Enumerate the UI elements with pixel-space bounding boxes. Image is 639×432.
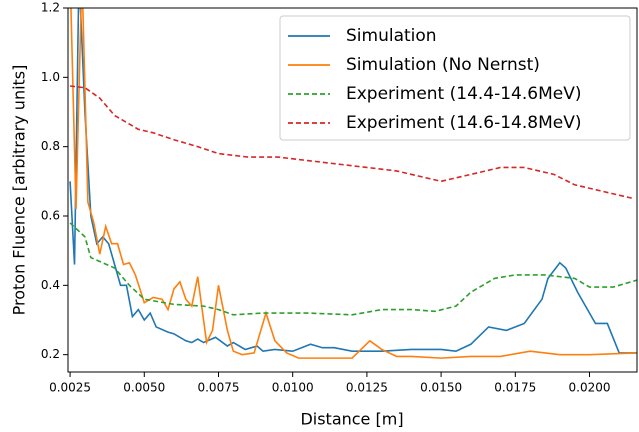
series-line: [69, 8, 637, 354]
series-line: [70, 8, 637, 359]
legend-label: Experiment (14.6-14.8MeV): [346, 113, 582, 133]
series-line: [69, 85, 635, 200]
x-tick-label: 0.0025: [49, 381, 91, 395]
x-tick-label: 0.0175: [494, 381, 536, 395]
legend-label: Simulation: [346, 26, 437, 46]
y-tick-label: 0.4: [41, 278, 60, 292]
series-line: [69, 222, 637, 316]
x-tick-label: 0.0100: [272, 381, 314, 395]
y-tick-label: 0.8: [41, 139, 60, 153]
y-axis-label: Proton Fluence [arbitrary units]: [10, 65, 29, 316]
y-tick-label: 1.2: [41, 1, 60, 15]
x-tick-label: 0.0150: [420, 381, 462, 395]
legend-label: Experiment (14.4-14.6MeV): [346, 84, 582, 104]
legend-box: [279, 15, 631, 141]
x-axis-label: Distance [m]: [300, 410, 403, 429]
legend-label: Simulation (No Nernst): [346, 55, 540, 75]
y-tick-label: 0.2: [41, 347, 60, 361]
x-tick-label: 0.0200: [569, 381, 611, 395]
x-tick-label: 0.0050: [123, 381, 165, 395]
y-tick-label: 1.0: [41, 70, 60, 84]
x-tick-label: 0.0075: [197, 381, 239, 395]
x-tick-label: 0.0125: [346, 381, 388, 395]
y-tick-label: 0.6: [41, 209, 60, 223]
plot-frame: [67, 7, 638, 373]
